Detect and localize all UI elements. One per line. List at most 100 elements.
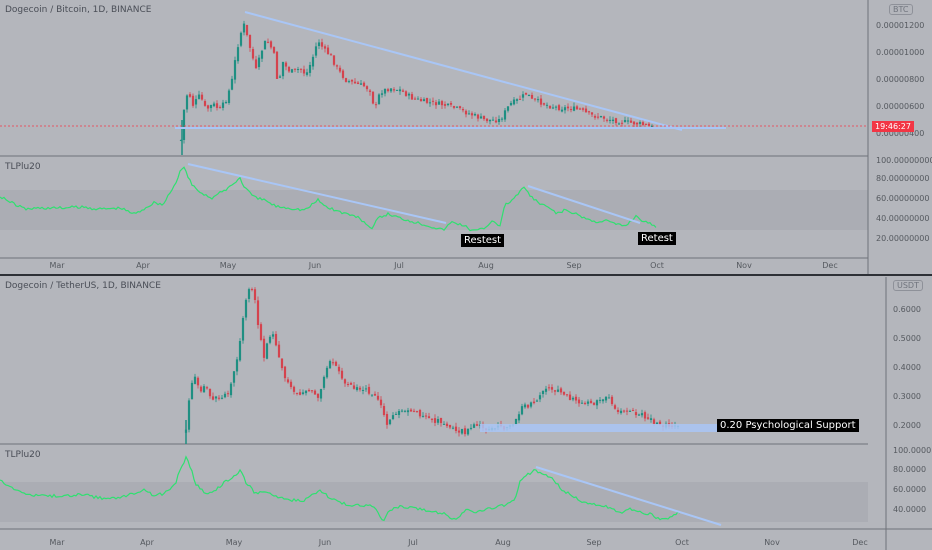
top-candle-body xyxy=(323,46,327,49)
bottom-candle-body xyxy=(391,415,395,420)
top-candle-body xyxy=(314,46,318,56)
top-candle-body xyxy=(416,98,420,100)
bottom-candle-body xyxy=(376,395,380,400)
top-candle-body xyxy=(353,81,357,84)
top-candle-body xyxy=(407,93,411,96)
bottom-candle-body xyxy=(370,394,374,396)
bottom-candle-body xyxy=(472,424,476,428)
top-candle-body xyxy=(635,122,639,125)
bottom-month-label: Aug xyxy=(495,538,511,547)
bottom-candle-body xyxy=(571,397,575,400)
bottom-oscillator-line xyxy=(0,455,681,522)
top-candle-body xyxy=(206,105,210,109)
bottom-candle-body xyxy=(274,333,278,346)
top-candle-body xyxy=(626,120,630,122)
bottom-month-label: Jul xyxy=(407,538,418,547)
top-candle-body xyxy=(470,113,474,116)
bottom-candle-body xyxy=(541,390,545,395)
top-candle-body xyxy=(335,65,339,67)
bottom-candle-body xyxy=(247,289,251,299)
top-candle-body xyxy=(437,101,441,105)
bottom-candle-body xyxy=(373,393,377,396)
top-candle-body xyxy=(581,108,585,110)
bottom-candle-body xyxy=(586,401,590,404)
bottom-candle-body xyxy=(388,419,392,425)
top-candle-body xyxy=(266,41,270,43)
bottom-candle-body xyxy=(646,417,650,419)
top-candle-body xyxy=(260,50,264,59)
top-candle-body xyxy=(578,108,582,110)
bottom-candle-body xyxy=(574,396,578,401)
bottom-candle-body xyxy=(520,406,524,415)
top-indicator-band xyxy=(0,190,868,230)
top-candle-body xyxy=(272,47,276,53)
top-candle-body xyxy=(533,98,537,100)
top-candle-body xyxy=(524,92,528,95)
bottom-indicator-tick: 100.0000 xyxy=(893,446,931,455)
bottom-candle-body xyxy=(403,410,407,412)
bottom-candle-body xyxy=(616,409,620,412)
bottom-candle-body xyxy=(244,299,248,318)
bottom-candle-body xyxy=(598,399,602,401)
bottom-candle-body xyxy=(337,366,341,372)
bottom-candle-body xyxy=(310,390,314,392)
top-candle-body xyxy=(239,32,243,46)
top-candle-body xyxy=(401,90,405,92)
bottom-price-tick: 0.3000 xyxy=(893,392,921,401)
bottom-candle-body xyxy=(268,336,272,343)
bottom-candle-body xyxy=(454,426,458,431)
bottom-candle-body xyxy=(409,409,413,412)
bottom-candle-body xyxy=(256,300,260,325)
bottom-candle-body xyxy=(316,393,320,398)
bottom-candle-body xyxy=(583,402,587,404)
bottom-candle-body xyxy=(340,370,344,379)
top-price-tick: 0.00000800 xyxy=(876,75,924,84)
bottom-candle-body xyxy=(259,324,263,340)
bottom-candle-body xyxy=(385,414,389,425)
bottom-candle-body xyxy=(556,389,560,392)
top-candle-body xyxy=(572,106,576,111)
top-currency-badge[interactable]: BTC xyxy=(889,4,913,15)
bottom-candle-body xyxy=(352,385,356,389)
bottom-candle-body xyxy=(415,411,419,413)
top-candle-body xyxy=(269,41,273,48)
bottom-currency-badge[interactable]: USDT xyxy=(893,280,923,291)
top-candle-body xyxy=(215,103,219,108)
bottom-candle-body xyxy=(187,400,191,430)
top-candle-body xyxy=(422,99,426,102)
top-candle-body xyxy=(221,102,225,108)
top-month-label: Mar xyxy=(49,261,65,270)
bottom-candle-body xyxy=(613,405,617,409)
bottom-chart-title: Dogecoin / TetherUS, 1D, BINANCE xyxy=(5,281,161,291)
top-candle-body xyxy=(518,98,522,100)
top-candle-body xyxy=(254,59,258,69)
bottom-candle-body xyxy=(523,404,527,408)
bottom-candle-body xyxy=(382,406,386,415)
top-price-pane xyxy=(0,0,868,156)
bottom-candle-body xyxy=(298,392,302,395)
top-candle-body xyxy=(302,69,306,74)
bottom-candle-body xyxy=(277,344,281,358)
bottom-price-tick: 0.6000 xyxy=(893,305,921,314)
bottom-month-label: Apr xyxy=(140,538,155,547)
top-month-label: Aug xyxy=(478,261,494,270)
bottom-candle-body xyxy=(469,427,473,429)
top-candle-body xyxy=(497,119,501,122)
bottom-candle-body xyxy=(466,428,470,435)
bottom-candle-body xyxy=(550,387,554,390)
top-indicator-tick: 60.00000000 xyxy=(876,194,929,203)
bottom-indicator-tick: 80.0000 xyxy=(893,465,926,474)
top-price-tick: 0.00001000 xyxy=(876,48,924,57)
bottom-candle-body xyxy=(595,400,599,406)
bottom-indicator-title: TLPlu20 xyxy=(5,450,41,460)
top-candle-body xyxy=(575,106,579,110)
bottom-candle-body xyxy=(430,418,434,420)
top-candle-body xyxy=(179,139,183,141)
bottom-candle-body xyxy=(637,414,641,416)
bottom-candle-body xyxy=(601,399,605,402)
bottom-candle-body xyxy=(628,410,632,412)
bottom-candle-body xyxy=(214,396,218,399)
bottom-candle-body xyxy=(457,430,461,433)
bottom-candle-body xyxy=(364,388,368,390)
